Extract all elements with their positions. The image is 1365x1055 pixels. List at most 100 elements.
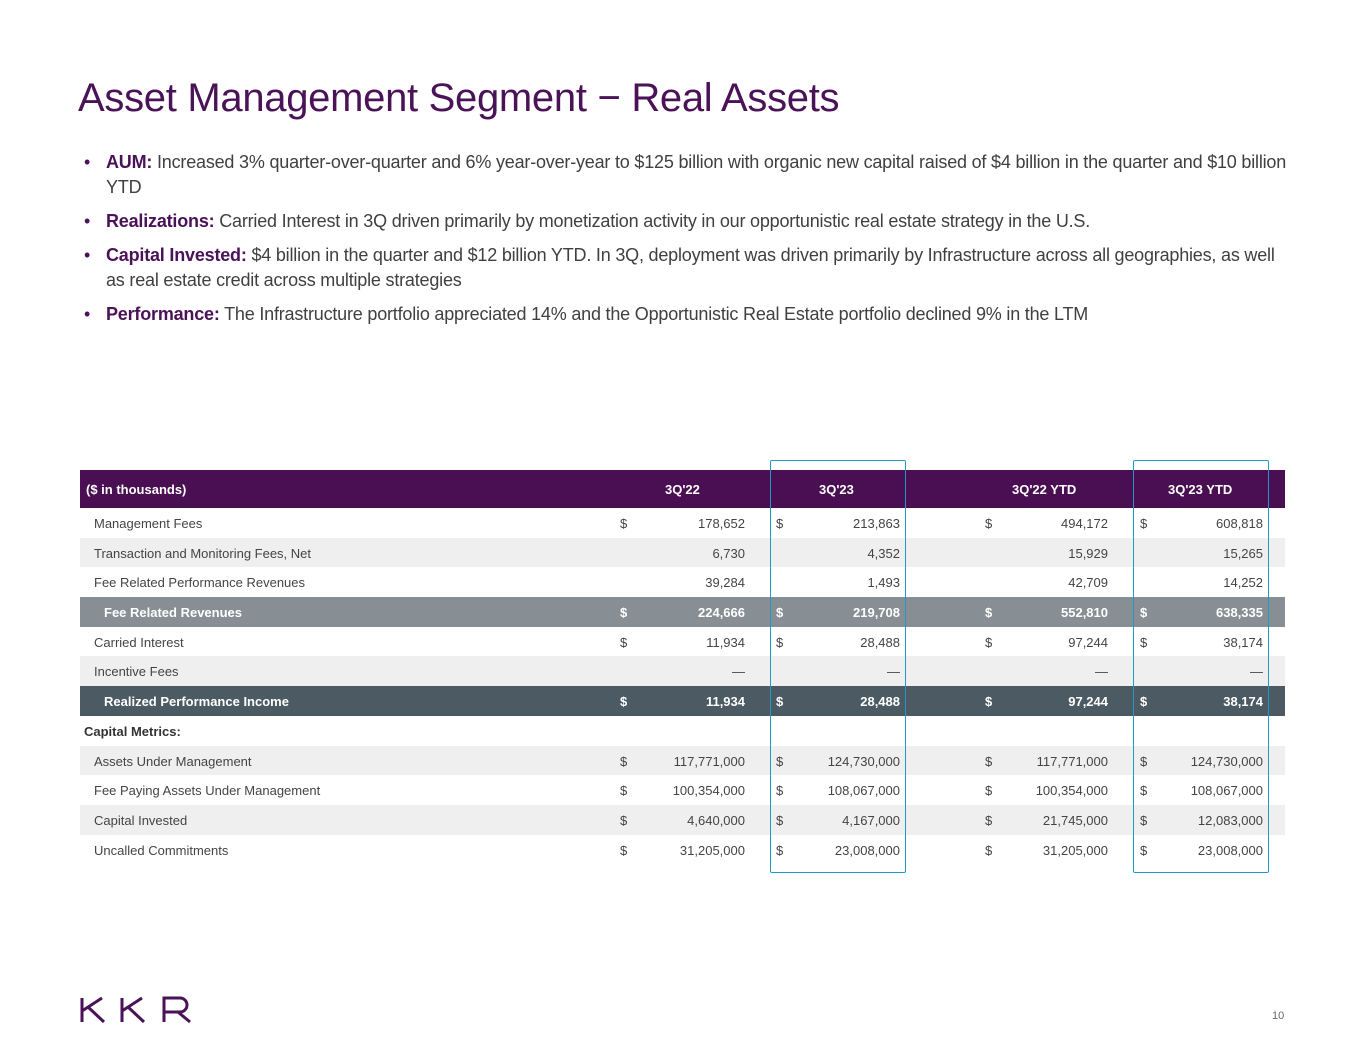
table-row: Fee Related Revenues $224,666 $219,708 $552… — [80, 597, 1285, 627]
cell-value: — — [1095, 664, 1108, 680]
bullet-label: Performance: — [106, 304, 220, 324]
dollar-sign: $ — [1140, 516, 1148, 531]
cell-value: 39,284 — [705, 575, 745, 591]
cell-value: 108,067,000 — [827, 783, 900, 799]
cell-value: 108,067,000 — [1190, 783, 1263, 799]
bullet-label: Realizations: — [106, 211, 215, 231]
table-row: Assets Under Management $117,771,000 $124,… — [80, 745, 1285, 776]
cell-value: 4,640,000 — [687, 812, 745, 828]
cell-value: 219,708 — [853, 605, 900, 621]
cell-value: — — [732, 664, 745, 680]
financial-table: ($ in thousands) 3Q'22 3Q'23 3Q'22 YTD 3… — [80, 470, 1285, 864]
cell-value: 14,252 — [1223, 575, 1263, 591]
dollar-sign: $ — [985, 516, 993, 531]
page-title: Asset Management Segment − Real Assets — [78, 76, 840, 120]
dollar-sign: $ — [620, 634, 628, 650]
cell-value: 1,493 — [867, 575, 900, 591]
cell-value: 31,205,000 — [1042, 842, 1108, 858]
dollar-sign: $ — [985, 783, 993, 799]
bullet-text: $4 billion in the quarter and $12 billio… — [106, 245, 1275, 290]
cell-value: 100,354,000 — [672, 783, 745, 799]
row-label: Assets Under Management — [94, 753, 252, 769]
dollar-sign: $ — [620, 605, 628, 621]
dollar-sign: $ — [985, 842, 993, 858]
cell-value: 117,771,000 — [673, 753, 745, 769]
cell-value: 124,730,000 — [827, 753, 900, 769]
cell-value: 638,335 — [1216, 605, 1263, 621]
dollar-sign: $ — [776, 694, 784, 710]
dollar-sign: $ — [1140, 753, 1148, 769]
cell-value: 178,652 — [698, 516, 745, 531]
cell-value: — — [887, 664, 900, 680]
row-label: Capital Metrics: — [84, 723, 181, 739]
page-number: 10 — [1272, 1010, 1285, 1022]
cell-value: 23,008,000 — [1197, 842, 1263, 858]
cell-value: 117,771,000 — [1036, 753, 1108, 769]
cell-value: 11,934 — [705, 694, 745, 710]
cell-value: 4,352 — [867, 545, 900, 561]
cell-value: 97,244 — [1068, 694, 1108, 710]
row-label: Fee Paying Assets Under Management — [94, 783, 321, 799]
bullet-text: The Infrastructure portfolio appreciated… — [219, 304, 1089, 324]
row-label: Incentive Fees — [94, 664, 179, 680]
row-label: Capital Invested — [94, 812, 188, 828]
dollar-sign: $ — [1140, 605, 1148, 621]
row-label: Fee Related Revenues — [104, 605, 243, 621]
dollar-sign: $ — [985, 605, 993, 621]
cell-value: 552,810 — [1061, 605, 1108, 621]
table-row: Capital Metrics: — [80, 716, 1285, 746]
header-3q23-ytd: 3Q'23 YTD — [1168, 482, 1233, 497]
dollar-sign: $ — [620, 516, 628, 531]
cell-value: 38,174 — [1223, 694, 1263, 710]
cell-value: 15,265 — [1223, 545, 1263, 561]
row-label: Uncalled Commitments — [94, 842, 229, 858]
header-3q22: 3Q'22 — [665, 482, 700, 497]
cell-value: 38,174 — [1223, 634, 1263, 650]
table-row: Uncalled Commitments $31,205,000 $23,008,0… — [80, 835, 1285, 865]
header-3q23: 3Q'23 — [819, 482, 854, 497]
cell-value: 6,730 — [712, 545, 745, 561]
dollar-sign: $ — [776, 605, 784, 621]
bullet-item: AUM: Increased 3% quarter-over-quarter a… — [84, 150, 1294, 200]
table-row: Incentive Fees — — — — — [80, 656, 1285, 687]
dollar-sign: $ — [1140, 634, 1148, 650]
dollar-sign: $ — [620, 694, 628, 710]
cell-value: — — [1250, 664, 1263, 680]
cell-value: 124,730,000 — [1190, 753, 1263, 769]
header-label: ($ in thousands) — [86, 482, 187, 497]
row-label: Transaction and Monitoring Fees, Net — [94, 545, 312, 561]
table-row: Fee Paying Assets Under Management $100,3… — [80, 775, 1285, 805]
dollar-sign: $ — [1140, 812, 1148, 828]
table-row: Carried Interest $11,934 $28,488 $97,244 $38… — [80, 627, 1285, 657]
row-label: Management Fees — [94, 516, 203, 531]
bullet-text: Increased 3% quarter-over-quarter and 6%… — [106, 152, 1287, 197]
cell-value: 28,488 — [860, 694, 900, 710]
header-3q22-ytd: 3Q'22 YTD — [1012, 482, 1077, 497]
dollar-sign: $ — [620, 783, 628, 799]
dollar-sign: $ — [1140, 842, 1148, 858]
cell-value: 21,745,000 — [1042, 812, 1108, 828]
bullet-item: Realizations: Carried Interest in 3Q dri… — [84, 209, 1294, 234]
dollar-sign: $ — [776, 753, 784, 769]
dollar-sign: $ — [620, 753, 628, 769]
dollar-sign: $ — [776, 842, 784, 858]
cell-value: 97,244 — [1068, 634, 1108, 650]
bullet-label: Capital Invested: — [106, 245, 247, 265]
dollar-sign: $ — [1140, 694, 1148, 710]
row-label: Carried Interest — [94, 634, 184, 650]
dollar-sign: $ — [985, 634, 993, 650]
bullet-text: Carried Interest in 3Q driven primarily … — [214, 211, 1091, 231]
cell-value: 31,205,000 — [679, 842, 745, 858]
dollar-sign: $ — [1140, 783, 1148, 799]
cell-value: 12,083,000 — [1197, 812, 1263, 828]
dollar-sign: $ — [776, 812, 784, 828]
cell-value: 494,172 — [1061, 516, 1108, 531]
cell-value: 4,167,000 — [842, 812, 900, 828]
cell-value: 15,929 — [1068, 545, 1108, 561]
dollar-sign: $ — [776, 634, 784, 650]
dollar-sign: $ — [620, 842, 628, 858]
bullet-item: Capital Invested: $4 billion in the quar… — [84, 243, 1294, 293]
table-row: Capital Invested $4,640,000 $4,167,000 $21,… — [80, 804, 1285, 835]
bullet-item: Performance: The Infrastructure portfoli… — [84, 302, 1294, 327]
cell-value: 11,934 — [706, 634, 745, 650]
